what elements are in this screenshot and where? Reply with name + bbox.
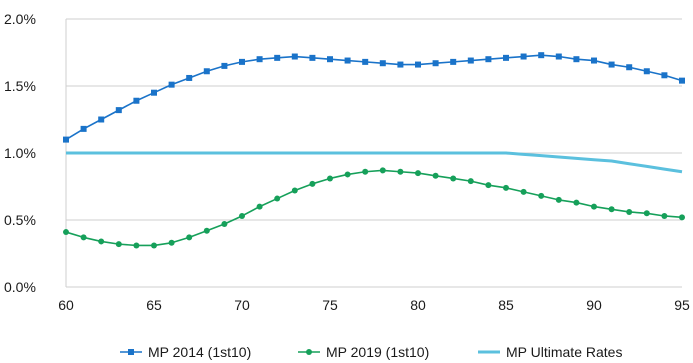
data-point-square <box>608 61 615 68</box>
data-point-circle <box>626 208 633 215</box>
data-point-square <box>239 58 245 65</box>
data-point-circle <box>151 242 157 249</box>
x-tick-label: 60 <box>58 297 74 313</box>
data-point-square <box>538 52 545 59</box>
y-tick-label: 1.5% <box>4 78 36 94</box>
legend-label: MP 2014 (1st10) <box>148 344 251 360</box>
data-point-square <box>151 89 157 96</box>
data-point-circle <box>450 175 457 182</box>
data-point-circle <box>643 210 650 217</box>
data-point-circle <box>133 242 140 249</box>
data-point-square <box>291 53 298 60</box>
data-point-square <box>98 116 105 123</box>
x-tick-label: 80 <box>410 297 426 313</box>
data-point-square <box>485 56 492 63</box>
data-point-circle <box>520 188 527 195</box>
data-point-square <box>503 54 509 61</box>
y-tick-label: 0.5% <box>4 212 36 228</box>
data-point-circle <box>608 206 615 213</box>
data-point-circle <box>80 234 87 241</box>
data-point-circle <box>503 184 509 191</box>
data-point-circle <box>309 180 316 187</box>
data-point-square <box>362 58 369 65</box>
data-point-circle <box>432 172 439 179</box>
series-line <box>65 169 683 247</box>
data-point-circle <box>415 170 421 177</box>
x-tick-label: 95 <box>674 297 690 313</box>
y-tick-label: 2.0% <box>4 11 36 27</box>
data-point-square <box>63 136 69 143</box>
data-point-square <box>344 57 351 64</box>
x-tick-label: 85 <box>498 297 514 313</box>
data-point-square <box>626 64 633 71</box>
data-point-circle <box>221 221 228 228</box>
data-point-circle <box>379 167 386 174</box>
data-point-circle <box>538 192 545 199</box>
data-point-square <box>256 56 263 63</box>
data-point-square <box>274 54 281 61</box>
legend-marker <box>306 349 312 355</box>
data-point-circle <box>256 203 263 210</box>
x-tick-label: 75 <box>322 297 338 313</box>
data-point-circle <box>591 203 597 210</box>
data-point-circle <box>239 212 245 219</box>
data-point-square <box>115 107 122 114</box>
data-point-circle <box>168 239 175 246</box>
y-tick-label: 0.0% <box>4 279 36 295</box>
legend-label: MP Ultimate Rates <box>506 344 622 360</box>
data-point-square <box>397 61 404 68</box>
legend-marker <box>128 349 134 355</box>
data-point-circle <box>274 195 281 202</box>
plot-area <box>63 52 685 249</box>
data-point-circle <box>397 168 404 175</box>
data-point-square <box>168 81 175 88</box>
x-axis: 60 65 70 75 80 85 90 95 <box>58 297 690 313</box>
data-point-square <box>80 125 87 132</box>
data-point-circle <box>555 196 562 203</box>
data-point-circle <box>679 214 685 221</box>
data-point-circle <box>362 168 369 175</box>
legend: MP 2014 (1st10) MP 2019 (1st10) MP Ultimat… <box>120 344 622 360</box>
data-point-square <box>679 77 685 84</box>
data-point-square <box>661 72 668 79</box>
data-point-circle <box>115 241 122 248</box>
x-tick-label: 65 <box>146 297 162 313</box>
data-point-square <box>643 68 650 75</box>
data-point-circle <box>344 171 351 178</box>
data-point-circle <box>467 178 474 185</box>
data-point-square <box>573 56 580 63</box>
data-point-square <box>186 74 193 81</box>
x-tick-label: 70 <box>234 297 250 313</box>
data-point-square <box>379 60 386 67</box>
data-point-square <box>591 57 597 64</box>
data-point-square <box>309 54 316 61</box>
data-point-circle <box>291 187 298 194</box>
y-tick-label: 1.0% <box>4 145 36 161</box>
data-point-square <box>203 68 210 75</box>
data-point-square <box>520 53 527 60</box>
data-point-circle <box>327 175 333 182</box>
series-line <box>66 151 683 174</box>
data-point-circle <box>63 229 69 236</box>
y-axis: 0.0% 0.5% 1.0% 1.5% 2.0% <box>4 11 67 295</box>
data-point-square <box>555 53 562 60</box>
data-point-square <box>450 58 457 65</box>
data-point-square <box>415 61 421 68</box>
data-point-circle <box>186 234 193 241</box>
data-point-square <box>327 56 333 63</box>
data-point-square <box>133 97 140 104</box>
data-point-circle <box>203 227 210 234</box>
data-point-circle <box>485 182 492 189</box>
data-point-square <box>432 60 439 67</box>
data-point-square <box>221 62 228 69</box>
data-point-circle <box>573 199 580 206</box>
series-line <box>65 54 683 141</box>
data-point-circle <box>661 212 668 219</box>
legend-label: MP 2019 (1st10) <box>326 344 429 360</box>
data-point-circle <box>98 238 105 245</box>
x-tick-label: 90 <box>586 297 602 313</box>
data-point-square <box>467 57 474 64</box>
